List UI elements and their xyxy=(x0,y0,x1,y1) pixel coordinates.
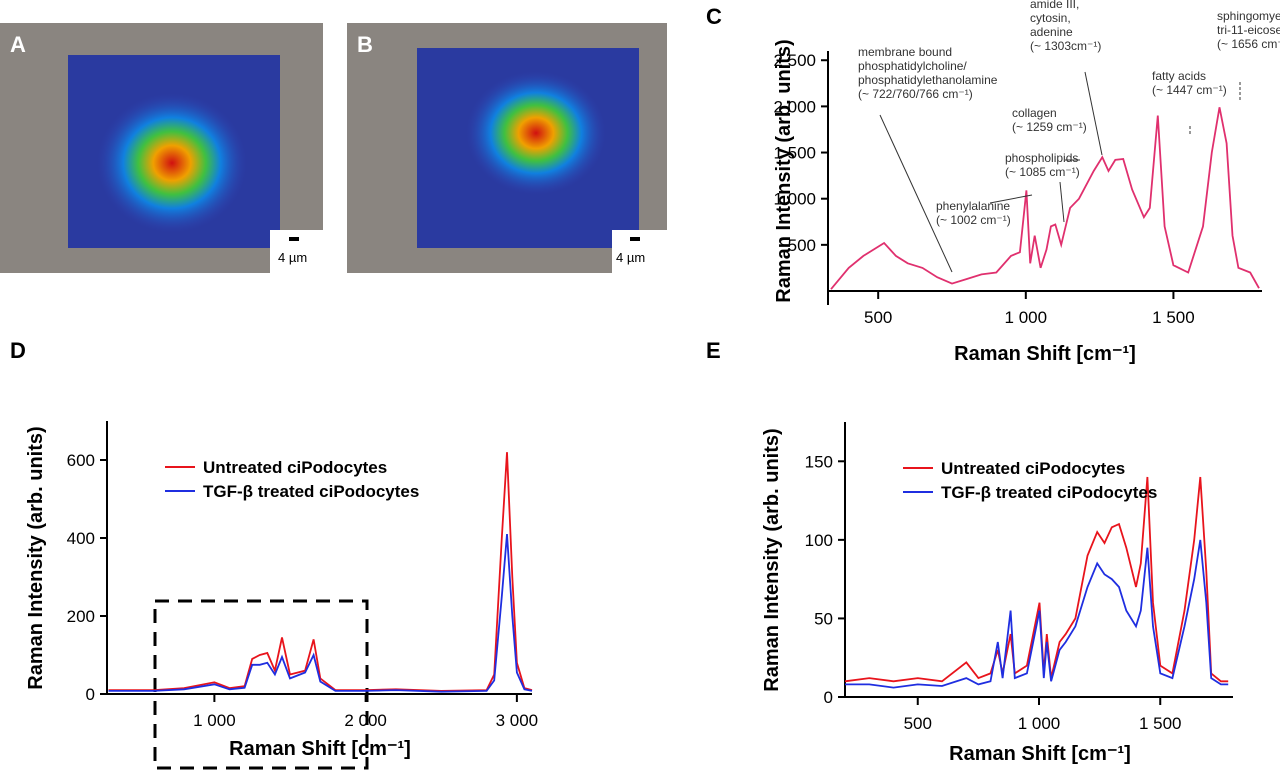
y-axis-title: Raman Intensity (arb. units) xyxy=(25,426,47,689)
chart-e: E 0 50 100 150 500 1 000 1 500 Raman Shift [cm⁻¹… xyxy=(706,338,1233,765)
series-line xyxy=(108,452,533,692)
y-tick-label: 2 000 xyxy=(773,97,816,116)
x-tick-label: 500 xyxy=(864,308,892,327)
y-tick-label: 400 xyxy=(67,529,95,548)
y-tick-label: 50 xyxy=(814,609,833,628)
y-tick-label: 1 000 xyxy=(773,190,816,209)
annotation: tri-11-eicosenoin xyxy=(1217,23,1280,37)
annotation: (~ 1447 cm⁻¹) xyxy=(1152,83,1227,97)
annotation-leader xyxy=(1084,71,1103,156)
series-line xyxy=(844,476,1229,683)
annotation: phospholipids xyxy=(1005,151,1078,165)
x-axis-title: Raman Shift [cm⁻¹] xyxy=(954,343,1136,365)
y-axis-title: Raman Intensity (arb. units) xyxy=(773,39,795,302)
image-a: A 4 µm xyxy=(0,23,323,273)
legend-label: TGF-β treated ciPodocytes xyxy=(203,482,419,501)
y-tick-label: 100 xyxy=(805,531,833,550)
chart-d: D 0 200 400 600 1 000 2 000 3 000 Raman Shift [c… xyxy=(10,338,538,760)
y-tick-label: 1 500 xyxy=(773,144,816,163)
panel-label: D xyxy=(10,338,26,363)
annotation-leader xyxy=(879,114,953,273)
annotation: sphingomyelin, xyxy=(1217,9,1280,23)
x-tick-label: 500 xyxy=(904,714,932,733)
annotation: (~ 1303cm⁻¹) xyxy=(1030,39,1101,53)
y-tick-label: 0 xyxy=(86,685,95,704)
image-label: B xyxy=(357,32,373,57)
legend-label: TGF-β treated ciPodocytes xyxy=(941,483,1157,502)
annotation: amide III, xyxy=(1030,0,1079,11)
annotation-leader xyxy=(989,194,1033,204)
y-tick-label: 600 xyxy=(67,451,95,470)
series-line xyxy=(845,539,1229,689)
series-line xyxy=(108,534,533,693)
annotation: (~ 1656 cm⁻¹) xyxy=(1217,37,1280,51)
annotation: (~ 1002 cm⁻¹) xyxy=(936,213,1011,227)
annotation: (~ 722/760/766 cm⁻¹) xyxy=(858,87,973,101)
image-label: A xyxy=(10,32,26,57)
y-tick-label: 500 xyxy=(788,236,816,255)
series-line xyxy=(830,107,1260,290)
scale-bar-label: 4 µm xyxy=(278,250,307,265)
annotation: phosphatidylethanolamine xyxy=(858,73,998,87)
annotation: (~ 1259 cm⁻¹) xyxy=(1012,120,1087,134)
x-tick-label: 3 000 xyxy=(496,711,539,730)
x-tick-label: 1 000 xyxy=(1018,714,1061,733)
x-tick-label: 2 000 xyxy=(344,711,387,730)
y-tick-label: 0 xyxy=(824,688,833,707)
panel-label: C xyxy=(706,4,722,29)
x-tick-label: 1 000 xyxy=(1005,308,1048,327)
legend-label: Untreated ciPodocytes xyxy=(203,458,387,477)
annotation: collagen xyxy=(1012,106,1057,120)
legend-label: Untreated ciPodocytes xyxy=(941,459,1125,478)
scale-bar-label: 4 µm xyxy=(616,250,645,265)
annotation: membrane bound xyxy=(858,45,952,59)
x-axis-title: Raman Shift [cm⁻¹] xyxy=(949,743,1131,765)
annotation: (~ 1085 cm⁻¹) xyxy=(1005,165,1080,179)
y-tick-label: 150 xyxy=(805,452,833,471)
panel-label: E xyxy=(706,338,721,363)
annotation-leader xyxy=(1059,181,1065,223)
annotation: adenine xyxy=(1030,25,1073,39)
x-tick-label: 1 500 xyxy=(1152,308,1195,327)
y-tick-label: 200 xyxy=(67,607,95,626)
x-axis-title: Raman Shift [cm⁻¹] xyxy=(229,738,411,760)
annotation: phosphatidylcholine/ xyxy=(858,59,967,73)
annotation: cytosin, xyxy=(1030,11,1071,25)
annotation: fatty acids xyxy=(1152,69,1206,83)
zoom-region xyxy=(153,599,369,770)
image-b: B 4 µm xyxy=(347,23,667,273)
y-tick-label: 2 500 xyxy=(773,51,816,70)
x-tick-label: 1 500 xyxy=(1139,714,1182,733)
x-tick-label: 1 000 xyxy=(193,711,236,730)
y-axis-title: Raman Intensity (arb. units) xyxy=(761,428,783,691)
